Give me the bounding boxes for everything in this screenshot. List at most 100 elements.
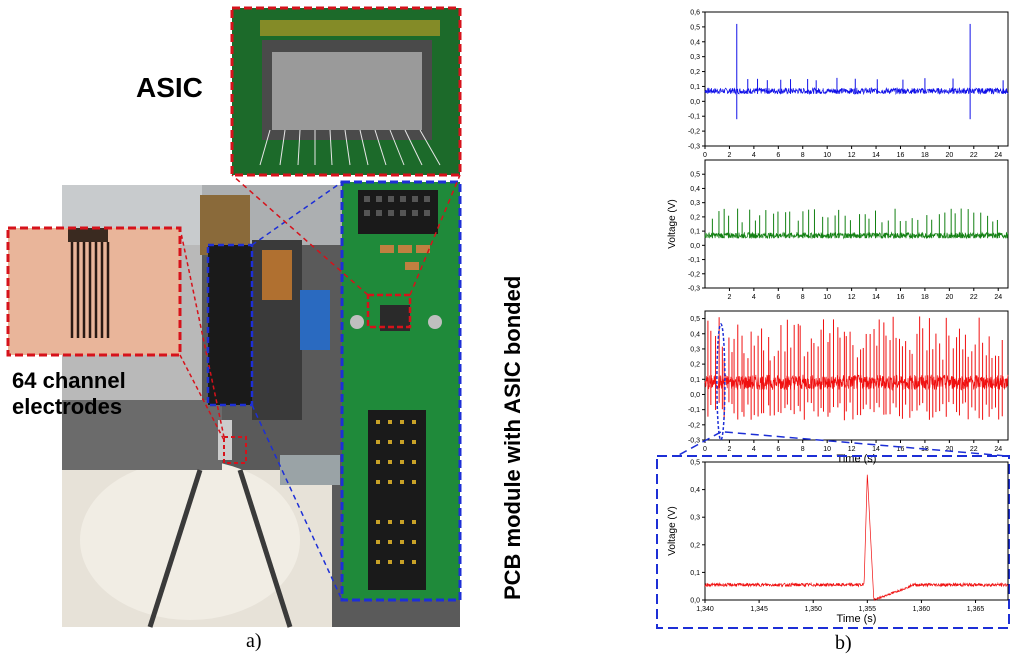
panel-a-label: a) — [246, 630, 262, 653]
y-tick-label: 0,5 — [690, 24, 700, 31]
x-tick-label: 12 — [848, 152, 856, 159]
y-tick-label: 0,0 — [690, 392, 700, 399]
x-tick-label: 6 — [776, 294, 780, 301]
x-tick-label: 20 — [945, 152, 953, 159]
x-tick-label: 24 — [994, 446, 1002, 453]
y-tick-label: 0,4 — [690, 331, 700, 338]
y-tick-label: -0,2 — [688, 129, 700, 136]
y-tick-label: 0,5 — [690, 172, 700, 179]
x-tick-label: 1,350 — [804, 606, 822, 613]
x-tick-label: 22 — [970, 446, 978, 453]
x-tick-label: 14 — [872, 294, 880, 301]
y-tick-label: 0,3 — [690, 515, 700, 522]
asic-label: ASIC — [136, 72, 203, 104]
x-tick-label: 10 — [823, 294, 831, 301]
x-tick-label: 1,340 — [696, 606, 714, 613]
plot-frame — [705, 160, 1008, 288]
charts-svg: 0,60,50,40,30,20,10,0-0,1-0,2-0,30 2 4 6 8 10… — [655, 0, 1010, 657]
chart-green-trace: 0,50,40,30,20,10,0-0,1-0,2-0,32 4 6 8 10 12 14… — [667, 160, 1008, 301]
y-tick-label: 0,1 — [690, 377, 700, 384]
x-tick-label: 4 — [752, 294, 756, 301]
plot-frame — [705, 12, 1008, 146]
x-tick-label: 1,365 — [967, 606, 985, 613]
y-tick-label: 0,0 — [690, 243, 700, 250]
x-tick-label: 4 — [752, 152, 756, 159]
y-tick-label: 0,3 — [690, 200, 700, 207]
y-tick-label: 0,2 — [690, 542, 700, 549]
y-tick-label: 0,0 — [690, 99, 700, 106]
electrodes-inset — [8, 228, 180, 355]
photo-panel: ASIC 64 channel electrodes PCB module wi… — [0, 0, 560, 657]
x-tick-label: 14 — [872, 152, 880, 159]
y-axis-label: Voltage (V) — [667, 199, 678, 248]
y-tick-label: -0,1 — [688, 407, 700, 414]
x-tick-label: 12 — [848, 446, 856, 453]
y-tick-label: 0,1 — [690, 84, 700, 91]
y-tick-label: -0,1 — [688, 257, 700, 264]
pcb-module-label: PCB module with ASIC bonded — [500, 276, 526, 600]
x-tick-label: 10 — [823, 152, 831, 159]
x-tick-label: 1,345 — [750, 606, 768, 613]
y-tick-label: 0,4 — [690, 186, 700, 193]
x-tick-label: 8 — [801, 152, 805, 159]
x-tick-label: 18 — [921, 294, 929, 301]
x-tick-label: 8 — [801, 294, 805, 301]
x-tick-label: 0 — [703, 152, 707, 159]
x-tick-label: 18 — [921, 152, 929, 159]
x-tick-label: 14 — [872, 446, 880, 453]
x-tick-label: 12 — [848, 294, 856, 301]
chart-panel: 0,6 0,5 0,4 0,3 0,2 0,1 0,0 -0,1 -0,2 -0,3 0 2 4 6 8 10… — [655, 0, 1010, 657]
x-tick-label: 2 — [727, 446, 731, 453]
series-line — [705, 233, 1008, 239]
y-tick-label: 0,1 — [690, 570, 700, 577]
electrodes-label-line1: 64 channel — [12, 368, 126, 394]
x-tick-label: 6 — [776, 446, 780, 453]
y-tick-label: 0,6 — [690, 10, 700, 17]
x-tick-label: 0 — [703, 446, 707, 453]
y-tick-label: -0,3 — [688, 438, 700, 445]
y-tick-label: -0,3 — [688, 286, 700, 293]
y-tick-label: 0,5 — [690, 460, 700, 467]
x-tick-label: 20 — [945, 294, 953, 301]
x-tick-label: 24 — [994, 294, 1002, 301]
zoom-guides — [657, 432, 1009, 628]
x-tick-label: 4 — [752, 446, 756, 453]
x-tick-label: 22 — [970, 152, 978, 159]
plot-frame — [705, 462, 1008, 600]
y-tick-label: 0,2 — [690, 362, 700, 369]
x-tick-label: 24 — [994, 152, 1002, 159]
y-tick-label: -0,3 — [688, 144, 700, 151]
x-tick-label: 16 — [897, 294, 905, 301]
x-tick-label: 8 — [801, 446, 805, 453]
x-axis-label: Time (s) — [837, 613, 877, 625]
x-tick-label: 16 — [897, 152, 905, 159]
y-tick-label: 0,4 — [690, 39, 700, 46]
y-tick-label: 0,2 — [690, 214, 700, 221]
y-tick-label: 0,1 — [690, 229, 700, 236]
x-tick-label: 1,360 — [913, 606, 931, 613]
chart-blue-trace: 0,60,50,40,30,20,10,0-0,1-0,2-0,30 2 4 6 8 10… — [688, 10, 1008, 160]
y-tick-label: 0,0 — [690, 598, 700, 605]
x-tick-label: 6 — [776, 152, 780, 159]
asic-inset — [232, 8, 460, 175]
x-tick-label: 2 — [727, 152, 731, 159]
x-axis-label: Time (s) — [837, 453, 877, 465]
y-axis-label: Voltage (V) — [667, 506, 678, 555]
series-line — [705, 475, 1008, 600]
panel-b-label: b) — [835, 632, 852, 655]
y-tick-label: 0,4 — [690, 487, 700, 494]
pcb-module-photo — [342, 182, 460, 600]
x-tick-label: 22 — [970, 294, 978, 301]
x-tick-label: 1,355 — [859, 606, 877, 613]
y-tick-label: -0,2 — [688, 422, 700, 429]
chart-zoomed-spike: 0,5 0,4 0,3 0,2 0,1 0,01,340 1,345 1,350 1,355 1,… — [667, 460, 1008, 626]
experiment-photo — [0, 0, 560, 657]
y-tick-label: 0,3 — [690, 54, 700, 61]
x-tick-label: 10 — [823, 446, 831, 453]
electrodes-label: 64 channel electrodes — [12, 368, 126, 420]
zoom-frame — [657, 456, 1009, 628]
y-tick-label: 0,2 — [690, 69, 700, 76]
x-tick-label: 2 — [727, 294, 731, 301]
series-line — [705, 88, 1008, 94]
y-tick-label: -0,1 — [688, 114, 700, 121]
